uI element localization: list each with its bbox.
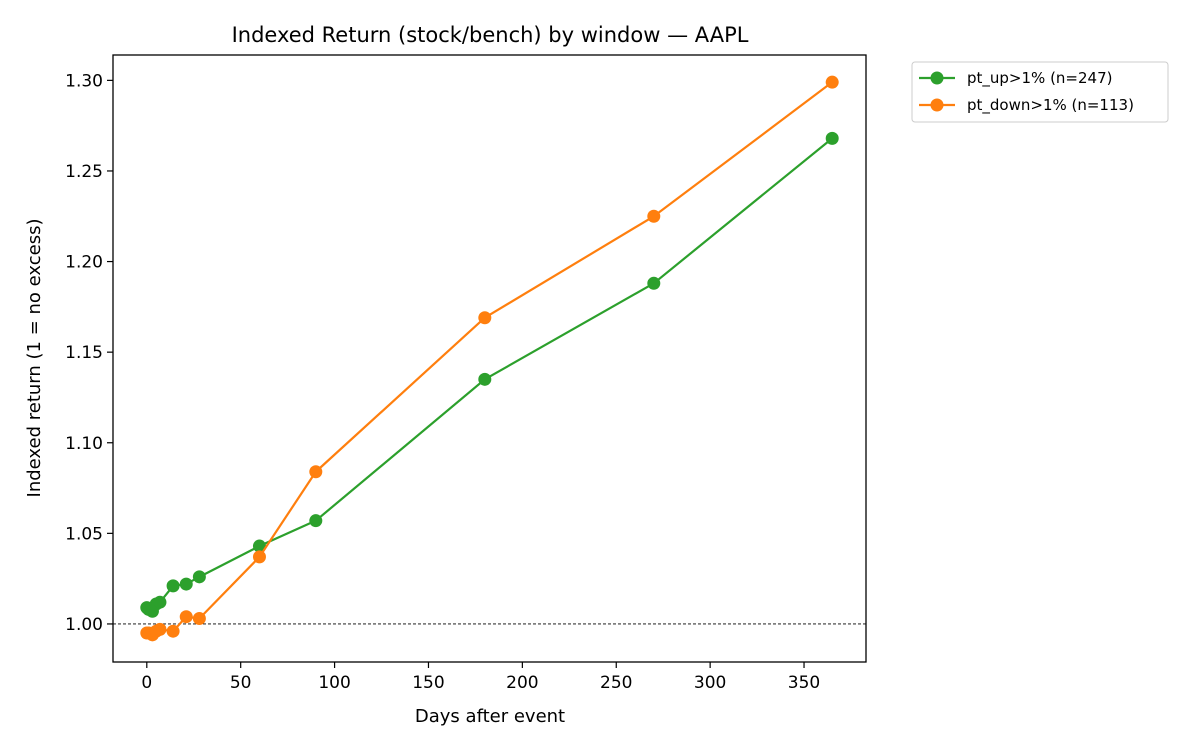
x-tick-label: 200 — [506, 673, 538, 693]
data-point — [825, 131, 839, 145]
data-point — [478, 372, 492, 386]
y-tick-label: 1.25 — [65, 162, 103, 182]
y-tick-label: 1.20 — [65, 253, 103, 273]
data-point — [647, 209, 661, 223]
x-axis-label: Days after event — [415, 706, 565, 727]
data-point — [309, 514, 323, 528]
y-tick-label: 1.15 — [65, 343, 103, 363]
data-point — [166, 579, 180, 593]
data-point — [153, 595, 167, 609]
x-tick-label: 50 — [230, 673, 252, 693]
data-point — [478, 311, 492, 325]
x-tick-label: 100 — [318, 673, 350, 693]
x-tick-label: 250 — [600, 673, 632, 693]
data-point — [192, 612, 206, 626]
data-point — [825, 75, 839, 89]
plot-frame — [112, 54, 867, 663]
y-tick-label: 1.30 — [65, 71, 103, 91]
plot-area — [113, 75, 866, 642]
data-point — [252, 550, 266, 564]
data-point — [647, 276, 661, 290]
data-point — [166, 624, 180, 638]
legend-marker-down — [930, 98, 944, 112]
legend-frame — [911, 61, 1169, 123]
data-point — [153, 622, 167, 636]
legend-label-down: pt_down>1% (n=113) — [967, 96, 1134, 115]
x-tick-label: 300 — [694, 673, 726, 693]
legend-marker-up — [930, 71, 944, 85]
x-axis: 0 50 100 150 200 250 300 350 — [141, 662, 820, 693]
y-tick-label: 1.00 — [65, 615, 103, 635]
y-tick-label: 1.10 — [65, 434, 103, 454]
y-tick-label: 1.05 — [65, 524, 103, 544]
x-tick-label: 350 — [788, 673, 820, 693]
legend: pt_up>1% (n=247) pt_down>1% (n=113) — [911, 61, 1169, 123]
y-axis-label: Indexed return (1 = no excess) — [24, 219, 45, 498]
data-point — [252, 539, 266, 553]
data-point — [179, 577, 193, 591]
x-tick-label: 150 — [412, 673, 444, 693]
y-axis: 1.00 1.05 1.10 1.15 1.20 1.25 1.30 — [65, 71, 113, 635]
data-point — [179, 610, 193, 624]
data-point — [192, 570, 206, 584]
legend-label-up: pt_up>1% (n=247) — [967, 69, 1112, 88]
chart-title: Indexed Return (stock/bench) by window —… — [232, 23, 749, 47]
data-point — [309, 465, 323, 479]
series-line-0 — [146, 137, 833, 613]
x-tick-label: 0 — [141, 673, 152, 693]
